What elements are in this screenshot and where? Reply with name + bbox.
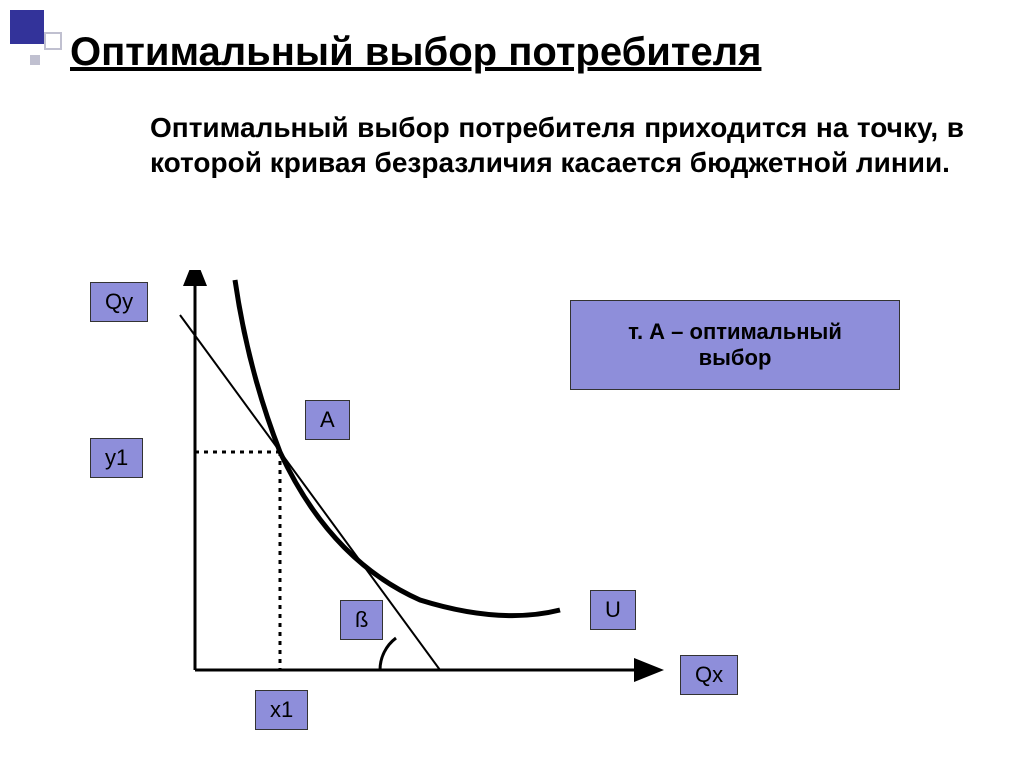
label-qx: Qx [680, 655, 738, 695]
deco-square-small [30, 55, 40, 65]
label-y1: y1 [90, 438, 143, 478]
label-u: U [590, 590, 636, 630]
deco-square-large [10, 10, 44, 44]
deco-square-outline [44, 32, 62, 50]
label-qy: Qy [90, 282, 148, 322]
label-beta: ß [340, 600, 383, 640]
consumer-choice-chart: Qy y1 A ß U Qx x1 т. А – оптимальный выб… [80, 270, 940, 740]
angle-arc [380, 638, 396, 670]
label-x1: x1 [255, 690, 308, 730]
indifference-curve [235, 280, 560, 616]
page-title: Оптимальный выбор потребителя [70, 30, 984, 75]
budget-line [180, 315, 440, 670]
body-paragraph: Оптимальный выбор потребителя приходится… [150, 110, 964, 180]
label-a: A [305, 400, 350, 440]
callout-optimal-choice: т. А – оптимальный выбор [570, 300, 900, 390]
